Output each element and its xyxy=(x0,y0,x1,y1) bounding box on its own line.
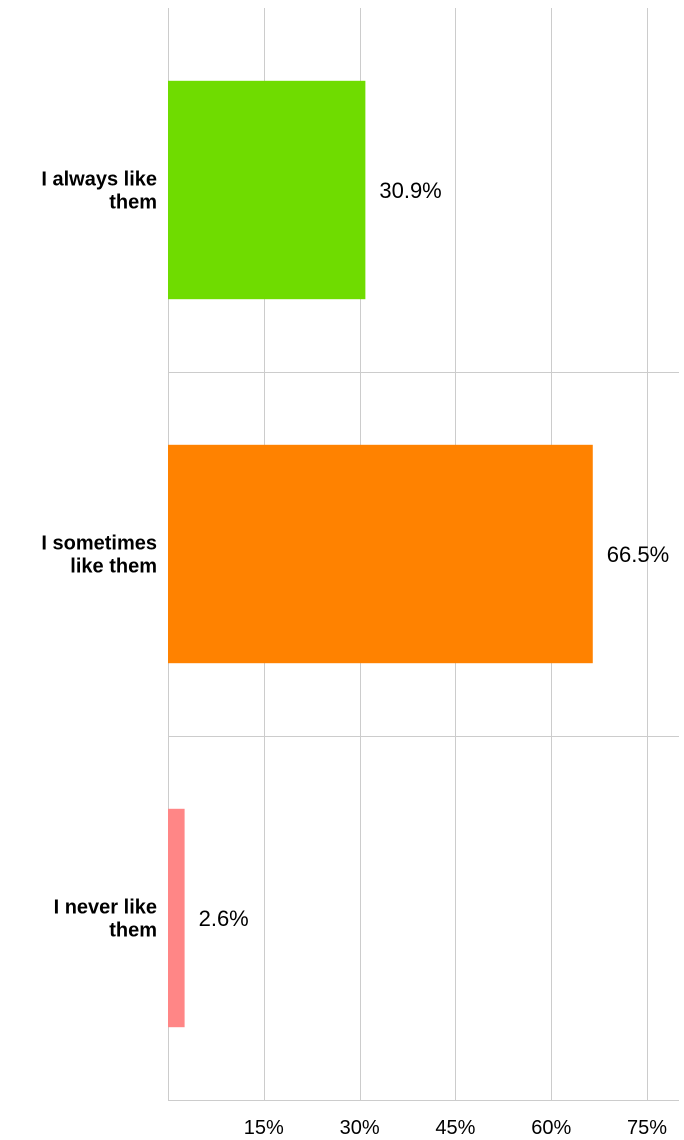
value-label: 66.5% xyxy=(607,542,669,567)
category-label: I always like them xyxy=(41,169,157,214)
value-labels: 30.9% 66.5% 2.6% xyxy=(199,178,670,931)
x-tick-label: 30% xyxy=(340,1117,380,1139)
x-tick-label: 60% xyxy=(531,1117,571,1139)
x-tick-label: 75% xyxy=(627,1117,667,1139)
value-label: 2.6% xyxy=(199,906,249,931)
x-tick-label: 45% xyxy=(435,1117,475,1139)
bar xyxy=(168,808,185,1028)
bar xyxy=(168,444,593,664)
category-labels: I always like them I sometimes like them I n… xyxy=(41,169,157,942)
x-tick-labels: 15% 30% 45% 60% 75% xyxy=(244,1117,667,1139)
x-tick-label: 15% xyxy=(244,1117,284,1139)
bars xyxy=(168,80,593,1028)
value-label: 30.9% xyxy=(379,178,441,203)
category-label: I never like them xyxy=(54,897,157,942)
bar xyxy=(168,80,366,300)
category-label: I sometimes like them xyxy=(41,533,157,578)
